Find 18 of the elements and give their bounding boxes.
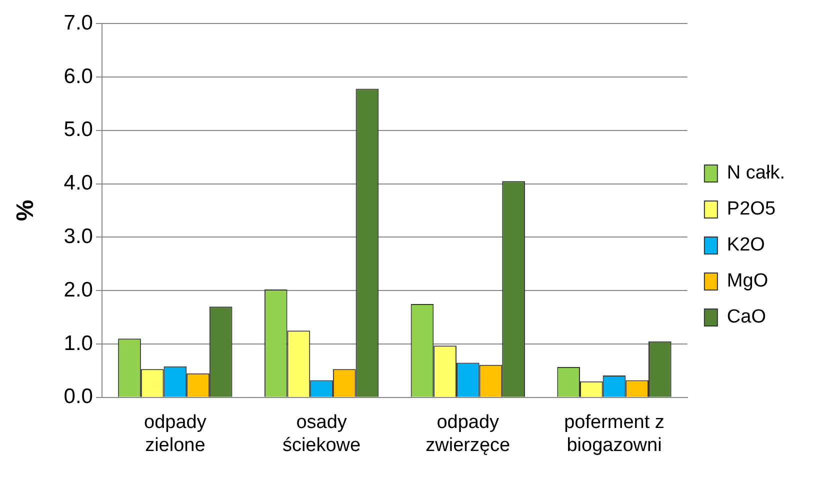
x-tick-label: osady ściekowe [282, 412, 361, 456]
y-tick-label: 2.0 [64, 278, 93, 302]
y-tick-label: 4.0 [64, 172, 93, 195]
y-tick-label: 1.0 [64, 332, 93, 355]
legend-label: P2O5 [726, 198, 776, 220]
y-tick-label: 0.0 [64, 385, 93, 408]
legend-label: CaO [726, 306, 766, 328]
y-tick-label: 3.0 [64, 224, 93, 248]
y-tick-label: 6.0 [64, 64, 93, 88]
legend-label: MgO [726, 270, 768, 292]
y-tick-label: 7.0 [64, 11, 93, 34]
y-axis-title: % [12, 200, 40, 222]
legend-label: K2O [726, 234, 765, 256]
y-tick-label: 5.0 [64, 118, 93, 142]
x-tick-label: odpady zielone [144, 412, 207, 456]
x-tick-label: odpady zwierzęce [426, 412, 510, 456]
x-tick-label: poferment z biogazowni [564, 412, 664, 456]
legend-label: N całk. [726, 162, 786, 184]
